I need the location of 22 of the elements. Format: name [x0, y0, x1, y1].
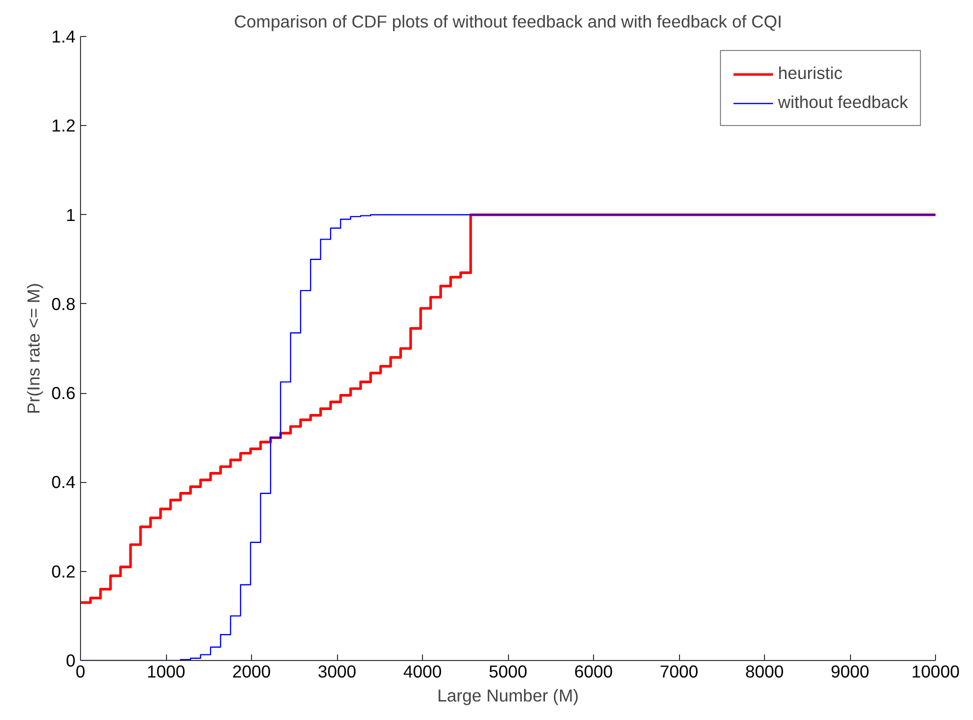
x-tick-label: 8000	[745, 662, 784, 682]
x-tick-label: 4000	[403, 662, 442, 682]
x-tick-label: 5000	[488, 662, 528, 682]
x-axis-title: Large Number (M)	[437, 686, 579, 706]
y-tick-label: 1.2	[51, 116, 76, 136]
x-tick-label: 3000	[318, 662, 356, 682]
x-tick-label: 6000	[574, 662, 613, 682]
y-tick-label: 0.2	[51, 561, 76, 582]
x-tick-label: 10000	[911, 662, 960, 682]
legend-label: without feedback	[778, 92, 908, 113]
x-tick-label: 9000	[830, 662, 870, 682]
y-tick-label: 0.6	[51, 383, 76, 404]
y-axis-title: Pr(Ins rate <= M)	[23, 283, 44, 414]
legend-label: heuristic	[778, 63, 842, 84]
x-tick-label: 7000	[660, 662, 698, 682]
y-tick-label: 0.4	[51, 472, 76, 492]
x-tick-label: 2000	[232, 662, 271, 682]
x-tick-label: 1000	[146, 662, 186, 682]
y-tick-label: 1.4	[51, 26, 76, 46]
chart-title: Comparison of CDF plots of without feedback and with feedback of CQI	[234, 12, 782, 32]
y-tick-label: 0.8	[51, 294, 76, 314]
y-tick-label: 1	[66, 204, 76, 225]
